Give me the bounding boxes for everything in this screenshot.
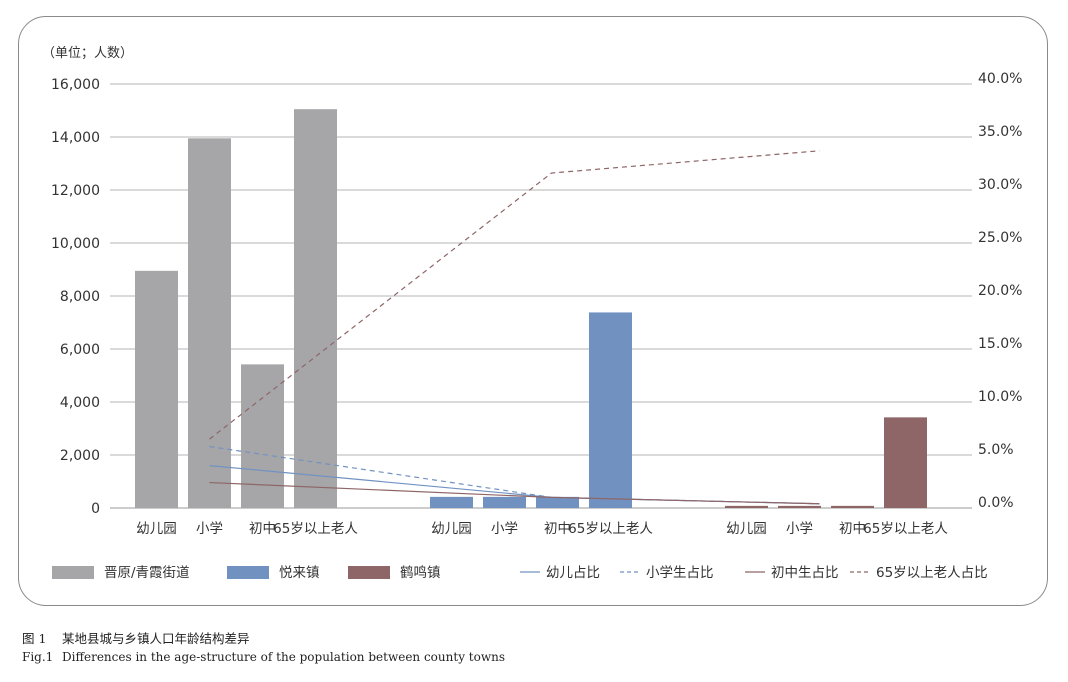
x-tick-label: 65岁以上老人 — [273, 521, 358, 537]
bar — [778, 505, 821, 508]
x-tick-label: 幼儿园 — [726, 521, 767, 537]
bar — [884, 417, 927, 508]
x-tick-label: 初中 — [249, 520, 276, 537]
x-tick-label: 小学 — [196, 521, 223, 537]
bar — [135, 270, 178, 508]
bar — [831, 505, 874, 508]
caption-zh-text: 某地县城与乡镇人口年龄结构差异 — [62, 631, 250, 646]
y-axis-left: 0 2,000 4,000 6,000 8,000 10,000 12,000 14,000 1… — [51, 77, 100, 517]
caption-en-number: Fig.1 — [22, 650, 54, 664]
x-tick-label: 幼儿园 — [431, 521, 472, 537]
figure-caption-en: Fig.1 Differences in the age-structure of… — [22, 650, 505, 664]
y2-tick-label: 10.0% — [978, 389, 1022, 405]
y2-tick-label: 25.0% — [978, 230, 1022, 246]
bar — [241, 364, 284, 508]
y2-tick-label: 35.0% — [978, 124, 1022, 140]
unit-label: （单位；人数） — [42, 46, 134, 61]
bar — [483, 496, 526, 508]
x-tick-label: 初中 — [839, 520, 866, 537]
bar — [294, 109, 337, 509]
legend-label: 晋原/青霞街道 — [104, 565, 190, 581]
y-tick-label: 0 — [91, 501, 100, 517]
x-tick-label: 初中 — [544, 520, 571, 537]
y-tick-label: 12,000 — [51, 183, 100, 199]
figure-caption-zh: 图 1 某地县城与乡镇人口年龄结构差异 — [22, 628, 250, 647]
y2-tick-label: 30.0% — [978, 177, 1022, 193]
bar — [536, 496, 579, 508]
legend-label: 65岁以上老人占比 — [876, 565, 988, 581]
ratio-line — [209, 150, 820, 440]
x-tick-label: 65岁以上老人 — [568, 521, 653, 537]
bar — [188, 138, 231, 508]
y2-tick-label: 5.0% — [978, 442, 1014, 458]
bar — [725, 505, 768, 508]
y-tick-label: 8,000 — [60, 289, 100, 305]
y-tick-label: 14,000 — [51, 130, 100, 146]
ratio-lines — [209, 150, 820, 505]
x-tick-label: 小学 — [491, 521, 518, 537]
x-tick-label: 小学 — [786, 521, 813, 537]
y2-tick-label: 0.0% — [978, 495, 1014, 511]
legend-label: 悦来镇 — [279, 565, 320, 581]
y-tick-label: 6,000 — [60, 342, 100, 358]
y2-tick-label: 40.0% — [978, 71, 1022, 87]
y2-tick-label: 20.0% — [978, 283, 1022, 299]
grid-lines — [110, 83, 972, 509]
caption-en-text: Differences in the age-structure of the … — [62, 650, 505, 664]
bar — [430, 496, 473, 508]
legend-label: 初中生占比 — [771, 564, 839, 581]
x-tick-label: 65岁以上老人 — [863, 521, 948, 537]
y-tick-label: 16,000 — [51, 77, 100, 93]
y2-tick-label: 15.0% — [978, 336, 1022, 352]
bars — [135, 109, 927, 509]
caption-zh-number: 图 1 — [22, 631, 47, 646]
ratio-line — [209, 481, 820, 505]
x-tick-label: 幼儿园 — [136, 521, 177, 537]
y-tick-label: 2,000 — [60, 448, 100, 464]
legend-swatch — [227, 566, 269, 579]
legend-label: 鹤鸣镇 — [400, 564, 441, 581]
y-tick-label: 4,000 — [60, 395, 100, 411]
legend-swatch — [52, 566, 94, 579]
legend-swatch — [348, 566, 390, 579]
bar — [589, 312, 632, 508]
legend-label: 幼儿占比 — [546, 565, 600, 581]
chart: 0 2,000 4,000 6,000 8,000 10,000 12,000 14,000 1… — [51, 71, 1022, 581]
legend: 晋原/青霞街道 悦来镇 鹤鸣镇 幼儿占比 小学生占比 初中生占比 65岁以上老人占比 — [52, 564, 988, 581]
legend-label: 小学生占比 — [646, 565, 714, 581]
y-tick-label: 10,000 — [51, 236, 100, 252]
y-axis-right: 0.0% 5.0% 10.0% 15.0% 20.0% 25.0% 30.0% 35.0% 40… — [978, 71, 1022, 511]
